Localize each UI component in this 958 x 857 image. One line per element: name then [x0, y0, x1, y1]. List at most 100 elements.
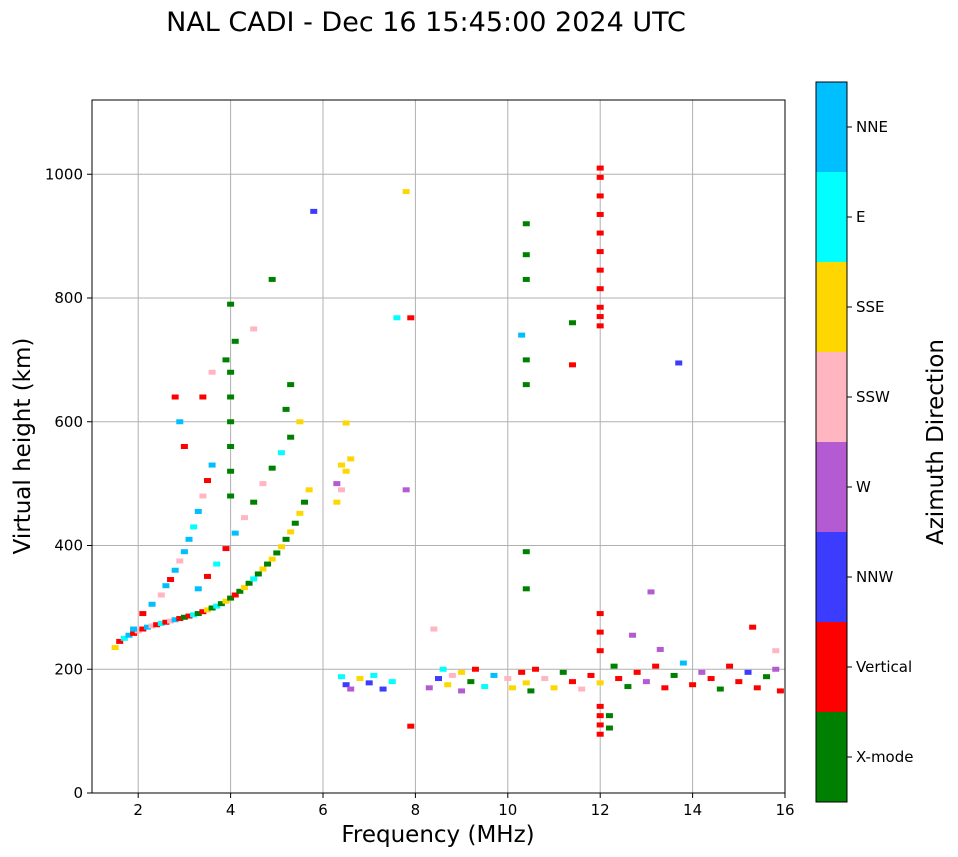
colorbar-frame	[815, 81, 848, 803]
echo-point	[596, 165, 604, 171]
echo-point	[194, 508, 202, 514]
echo-point	[615, 676, 623, 682]
echo-point	[749, 624, 757, 630]
y-axis-label: Virtual height (km)	[10, 338, 36, 555]
echo-point	[157, 592, 165, 598]
echo-point	[171, 394, 179, 400]
echo-point	[458, 688, 466, 694]
echo-point	[176, 419, 184, 425]
echo-point	[139, 626, 147, 632]
series-group	[596, 165, 613, 737]
echo-point	[287, 382, 295, 388]
echo-point	[148, 601, 156, 607]
echo-point	[402, 487, 410, 493]
colorbar-tick-label: W	[856, 478, 871, 496]
echo-point	[287, 529, 295, 535]
echo-point	[596, 211, 604, 217]
y-tick-label: 400	[54, 537, 83, 555]
echo-point	[716, 686, 724, 692]
echo-point	[333, 481, 341, 487]
echo-point	[277, 544, 285, 550]
echo-point	[522, 252, 530, 258]
echo-point	[342, 682, 350, 688]
colorbar-tick-label: NNE	[856, 118, 888, 136]
echo-point	[518, 669, 526, 675]
echo-point	[425, 685, 433, 691]
echo-point	[652, 663, 660, 669]
echo-point	[342, 468, 350, 474]
echo-point	[448, 672, 456, 678]
echo-point	[199, 493, 207, 499]
echo-point	[337, 462, 345, 468]
echo-point	[407, 315, 415, 321]
echo-point	[656, 646, 664, 652]
echo-point	[268, 276, 276, 282]
echo-point	[596, 249, 604, 255]
colorbar-swatch	[816, 172, 847, 262]
echo-point	[596, 629, 604, 635]
echo-point	[522, 276, 530, 282]
series-group	[130, 301, 258, 632]
echo-point	[277, 450, 285, 456]
echo-point	[333, 499, 341, 505]
echo-point	[596, 323, 604, 329]
echo-point	[213, 603, 221, 609]
echo-point	[259, 481, 267, 487]
echo-point	[245, 580, 253, 586]
echo-point	[444, 682, 452, 688]
x-tick-label: 8	[411, 801, 421, 819]
echo-point	[111, 645, 119, 651]
echo-point	[532, 666, 540, 672]
echo-point	[227, 369, 235, 375]
echo-point	[365, 680, 373, 686]
echo-point	[430, 626, 438, 632]
echo-point	[296, 510, 304, 516]
echo-point	[227, 301, 235, 307]
y-tick-label: 0	[73, 784, 83, 802]
echo-point	[679, 660, 687, 666]
echo-point	[559, 669, 567, 675]
echo-point	[522, 680, 530, 686]
echo-point	[134, 628, 142, 634]
echo-point	[518, 332, 526, 338]
echo-point	[157, 620, 165, 626]
echo-point	[125, 632, 133, 638]
echo-point	[772, 666, 780, 672]
y-tick-label: 600	[54, 413, 83, 431]
echo-point	[208, 462, 216, 468]
echo-point	[647, 589, 655, 595]
echo-point	[508, 685, 516, 691]
echo-point	[167, 577, 175, 583]
echo-point	[596, 304, 604, 310]
echo-point	[208, 369, 216, 375]
echo-point	[180, 549, 188, 555]
echo-point	[190, 524, 198, 530]
echo-point	[231, 338, 239, 344]
echo-point	[772, 648, 780, 654]
echo-point	[689, 682, 697, 688]
echo-point	[675, 360, 683, 366]
echo-point	[116, 638, 124, 644]
echo-point	[222, 546, 230, 552]
echo-point	[522, 221, 530, 227]
echo-point	[596, 680, 604, 686]
colorbar-swatch	[816, 352, 847, 442]
echo-point	[250, 499, 258, 505]
echo-point	[250, 576, 258, 582]
echo-point	[596, 314, 604, 320]
echo-point	[254, 571, 262, 577]
echo-point	[763, 674, 771, 680]
echo-point	[522, 586, 530, 592]
series-group	[425, 221, 576, 694]
echo-point	[176, 616, 184, 622]
echo-point	[204, 607, 211, 613]
echo-point	[291, 520, 299, 526]
colorbar-swatch	[816, 442, 847, 532]
echo-point	[176, 558, 184, 564]
colorbar-tick-label: NNW	[856, 568, 893, 586]
echo-point	[296, 419, 304, 425]
echo-point	[171, 617, 179, 623]
echo-point	[522, 549, 530, 555]
echo-point	[467, 679, 475, 685]
echo-point	[194, 611, 202, 617]
